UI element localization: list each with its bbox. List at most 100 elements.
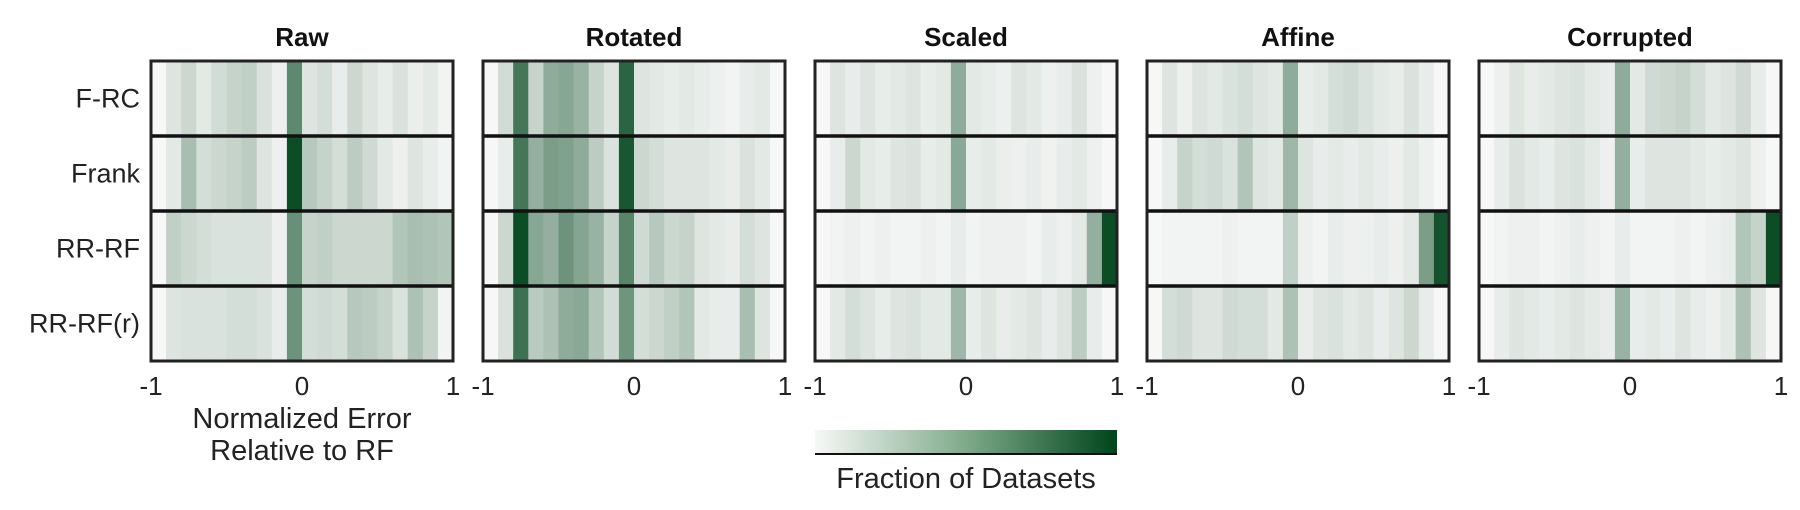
heat-cell-corrupted-0-6 bbox=[1569, 61, 1586, 136]
heat-cell-rotated-2-13 bbox=[679, 211, 695, 286]
heat-cell-raw-2-10 bbox=[302, 211, 318, 286]
heat-cell-raw-0-19 bbox=[437, 61, 454, 136]
heat-cell-rotated-1-10 bbox=[634, 136, 650, 211]
heat-cell-raw-0-0 bbox=[151, 61, 167, 136]
heat-cell-scaled-1-18 bbox=[1086, 136, 1103, 211]
heat-cell-rotated-2-3 bbox=[528, 211, 544, 286]
heat-cell-corrupted-1-6 bbox=[1569, 136, 1586, 211]
heat-cell-scaled-2-0 bbox=[815, 211, 831, 286]
heat-cell-affine-2-9 bbox=[1282, 211, 1299, 286]
heat-cell-corrupted-0-7 bbox=[1584, 61, 1601, 136]
heat-cell-corrupted-0-2 bbox=[1509, 61, 1525, 136]
heat-cell-affine-3-12 bbox=[1328, 286, 1344, 361]
heat-cell-rotated-0-9 bbox=[618, 61, 635, 136]
x-tick-label: 1 bbox=[1774, 371, 1788, 401]
heat-cell-corrupted-0-18 bbox=[1750, 61, 1767, 136]
heat-cell-corrupted-3-8 bbox=[1599, 286, 1616, 361]
heat-cell-scaled-1-15 bbox=[1041, 136, 1058, 211]
heat-cell-corrupted-0-19 bbox=[1765, 61, 1782, 136]
heat-cell-raw-0-14 bbox=[362, 61, 379, 136]
x-tick-label: -1 bbox=[1467, 371, 1490, 401]
heat-cell-corrupted-0-11 bbox=[1645, 61, 1661, 136]
heat-cell-corrupted-2-13 bbox=[1675, 211, 1691, 286]
heat-cell-raw-2-2 bbox=[181, 211, 197, 286]
heat-cell-affine-3-13 bbox=[1343, 286, 1359, 361]
heat-cell-raw-0-13 bbox=[347, 61, 363, 136]
heat-cell-rotated-3-19 bbox=[769, 286, 786, 361]
heat-cell-corrupted-2-9 bbox=[1614, 211, 1631, 286]
heat-cell-corrupted-1-2 bbox=[1509, 136, 1525, 211]
heat-cell-raw-2-4 bbox=[211, 211, 228, 286]
heat-cell-rotated-3-1 bbox=[498, 286, 514, 361]
heat-cell-affine-1-0 bbox=[1147, 136, 1163, 211]
panel-scaled: Scaled -1 0 1 bbox=[803, 22, 1124, 401]
heat-cell-scaled-1-2 bbox=[845, 136, 861, 211]
heat-cell-corrupted-0-10 bbox=[1630, 61, 1646, 136]
heat-cell-rotated-3-13 bbox=[679, 286, 695, 361]
heat-cell-corrupted-3-16 bbox=[1720, 286, 1737, 361]
heat-cell-affine-3-6 bbox=[1237, 286, 1254, 361]
heat-cell-rotated-2-10 bbox=[634, 211, 650, 286]
heat-cell-corrupted-0-9 bbox=[1614, 61, 1631, 136]
heat-cell-corrupted-1-13 bbox=[1675, 136, 1691, 211]
heat-cell-affine-2-13 bbox=[1343, 211, 1359, 286]
heat-cell-raw-1-6 bbox=[241, 136, 258, 211]
heat-cell-raw-1-19 bbox=[437, 136, 454, 211]
heat-cell-scaled-2-5 bbox=[890, 211, 907, 286]
heat-cell-corrupted-1-17 bbox=[1735, 136, 1752, 211]
heat-cell-raw-0-5 bbox=[226, 61, 243, 136]
heat-cell-raw-3-12 bbox=[332, 286, 348, 361]
heat-cell-rotated-1-0 bbox=[483, 136, 499, 211]
heat-cell-corrupted-2-16 bbox=[1720, 211, 1737, 286]
x-tick-label: -1 bbox=[1135, 371, 1158, 401]
heat-cell-affine-3-2 bbox=[1177, 286, 1193, 361]
heat-cell-rotated-3-17 bbox=[739, 286, 756, 361]
heat-cell-affine-1-12 bbox=[1328, 136, 1344, 211]
heat-cell-raw-3-1 bbox=[166, 286, 182, 361]
heat-cell-raw-3-6 bbox=[241, 286, 258, 361]
row-label-1: Frank bbox=[71, 159, 141, 189]
heat-cell-scaled-3-5 bbox=[890, 286, 907, 361]
heat-cell-rotated-0-16 bbox=[724, 61, 741, 136]
heat-cell-affine-3-1 bbox=[1162, 286, 1178, 361]
heat-cell-raw-3-16 bbox=[392, 286, 409, 361]
heat-cell-corrupted-1-9 bbox=[1614, 136, 1631, 211]
x-tick-label: 1 bbox=[778, 371, 792, 401]
heat-cell-scaled-2-14 bbox=[1026, 211, 1043, 286]
panel-title-affine: Affine bbox=[1261, 22, 1335, 52]
heat-cell-scaled-0-10 bbox=[966, 61, 982, 136]
heat-cell-corrupted-0-12 bbox=[1660, 61, 1676, 136]
heat-cell-rotated-2-9 bbox=[618, 211, 635, 286]
heat-cell-raw-2-9 bbox=[286, 211, 303, 286]
heat-cell-rotated-1-3 bbox=[528, 136, 544, 211]
heat-cell-scaled-1-8 bbox=[935, 136, 952, 211]
heat-cell-affine-1-14 bbox=[1358, 136, 1375, 211]
heat-cell-rotated-2-4 bbox=[543, 211, 560, 286]
row-label-2: RR-RF bbox=[56, 234, 140, 264]
heat-cell-raw-0-7 bbox=[256, 61, 273, 136]
heat-cell-affine-1-2 bbox=[1177, 136, 1193, 211]
heat-cell-raw-0-15 bbox=[377, 61, 394, 136]
heat-cell-affine-2-11 bbox=[1313, 211, 1329, 286]
heat-cell-rotated-0-15 bbox=[709, 61, 726, 136]
heat-cell-scaled-1-0 bbox=[815, 136, 831, 211]
heat-cell-affine-3-19 bbox=[1433, 286, 1450, 361]
heat-cell-scaled-3-1 bbox=[830, 286, 846, 361]
x-axis-title-line-1: Relative to RF bbox=[210, 435, 394, 467]
heat-cell-scaled-2-17 bbox=[1071, 211, 1088, 286]
x-tick-label: -1 bbox=[139, 371, 162, 401]
heat-cell-affine-0-11 bbox=[1313, 61, 1329, 136]
heat-cell-rotated-3-10 bbox=[634, 286, 650, 361]
heat-cell-corrupted-0-17 bbox=[1735, 61, 1752, 136]
x-tick-label: 0 bbox=[1291, 371, 1305, 401]
heat-cell-affine-0-19 bbox=[1433, 61, 1450, 136]
heat-cell-rotated-1-18 bbox=[754, 136, 771, 211]
heat-cell-rotated-1-7 bbox=[588, 136, 605, 211]
heat-cell-scaled-2-1 bbox=[830, 211, 846, 286]
heat-cell-scaled-0-16 bbox=[1056, 61, 1073, 136]
heat-cell-raw-2-18 bbox=[422, 211, 439, 286]
heat-cell-rotated-0-10 bbox=[634, 61, 650, 136]
heat-cell-affine-1-8 bbox=[1267, 136, 1284, 211]
heat-cell-rotated-2-18 bbox=[754, 211, 771, 286]
heat-cell-corrupted-2-15 bbox=[1705, 211, 1722, 286]
